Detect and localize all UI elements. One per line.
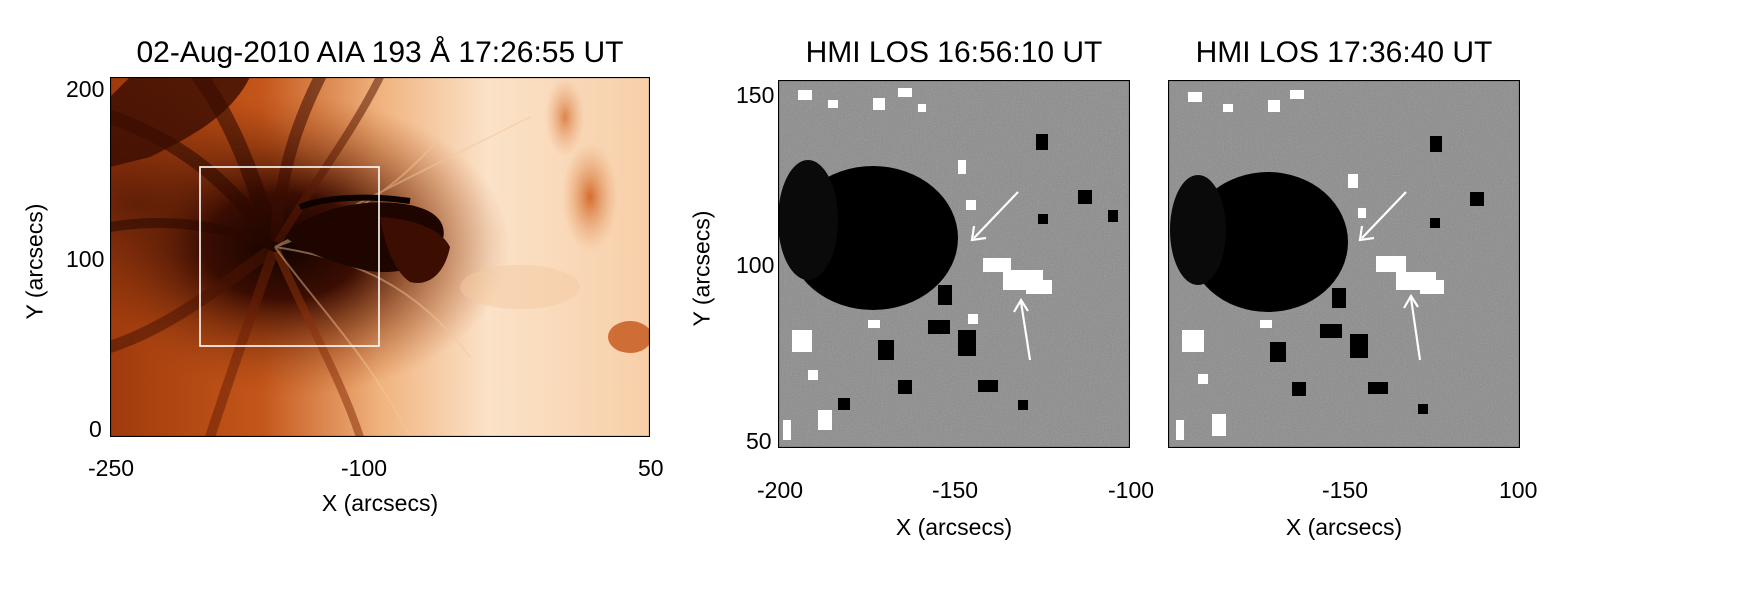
hmi1-ytick-50: 50 [746,428,772,454]
aia-ytick-200: 200 [66,76,105,102]
aia-ytick-100: 100 [66,246,105,272]
hmi1-magnetogram [778,80,1130,448]
hmi1-ylabel: Y (arcsecs) [688,210,715,327]
aia-ylabel: Y (arcsecs) [21,203,48,320]
aia-xtick-50: 50 [638,455,664,481]
hmi2-panel-title: HMI LOS 17:36:40 UT [1195,36,1493,69]
aia-panel-title: 02-Aug-2010 AIA 193 Å 17:26:55 UT [136,36,624,69]
hmi1-xtick-200: -200 [757,477,804,503]
aia-image [110,77,650,437]
hmi1-xlabel: X (arcsecs) [895,514,1013,540]
hmi2-xlabel: X (arcsecs) [1285,514,1403,540]
aia-xlabel: X (arcsecs) [321,490,439,516]
hmi1-panel-title: HMI LOS 16:56:10 UT [805,36,1103,69]
hmi1-xtick-100: -100 [1108,477,1155,503]
aia-ytick-0: 0 [89,416,102,442]
aia-xtick-250: -250 [88,455,135,481]
hmi2-xtick-100: 100 [1499,477,1538,503]
hmi2-xtick-150: -150 [1322,477,1369,503]
aia-xtick-100: -100 [341,455,388,481]
hmi1-ytick-100: 100 [736,252,775,278]
hmi1-ytick-150: 150 [736,82,775,108]
hmi2-magnetogram [1168,80,1520,448]
hmi1-xtick-150: -150 [932,477,979,503]
